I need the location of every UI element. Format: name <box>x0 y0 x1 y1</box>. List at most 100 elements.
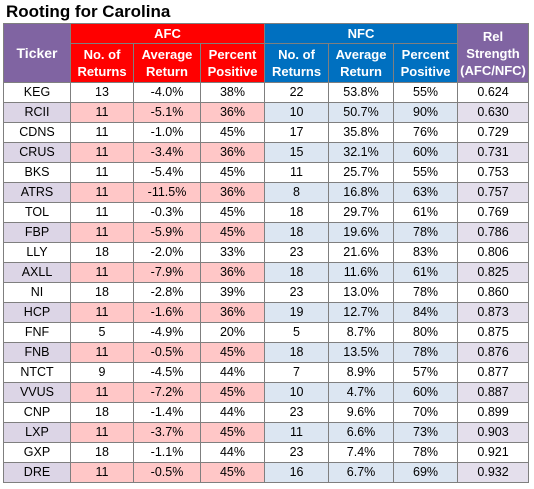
ticker-cell: LLY <box>3 242 71 263</box>
nfc-returns-cell: 11 <box>264 162 330 183</box>
nfc-average-cell: 53.8% <box>328 82 395 103</box>
table-row: VVUS 11 -7.2% 45% 10 4.7% 60% 0.887 <box>3 382 530 403</box>
nfc-returns-cell: 23 <box>264 242 330 263</box>
rel-strength-cell: 0.825 <box>457 262 530 283</box>
ticker-cell: KEG <box>3 82 71 103</box>
table-row: NTCT 9 -4.5% 44% 7 8.9% 57% 0.877 <box>3 362 530 383</box>
nfc-returns-cell: 18 <box>264 202 330 223</box>
nfc-average-cell: 9.6% <box>328 402 395 423</box>
nfc-returns-cell: 5 <box>264 322 330 343</box>
afc-returns-cell: 5 <box>70 322 134 343</box>
nfc-average-cell: 8.7% <box>328 322 395 343</box>
ticker-cell: NI <box>3 282 71 303</box>
afc-average-cell: -4.9% <box>133 322 201 343</box>
nfc-percent-cell: 69% <box>393 462 459 483</box>
nfc-average-cell: 12.7% <box>328 302 395 323</box>
table-row: ATRS 11 -11.5% 36% 8 16.8% 63% 0.757 <box>3 182 530 203</box>
afc-percent-cell: 33% <box>199 242 266 263</box>
nfc-returns-cell: 19 <box>264 302 330 323</box>
afc-returns-cell: 11 <box>70 302 134 323</box>
afc-percent-cell: 45% <box>199 162 266 183</box>
nfc-average-cell: 21.6% <box>328 242 395 263</box>
rel-strength-cell: 0.877 <box>457 362 530 383</box>
afc-average-header: Average Return <box>133 43 201 83</box>
afc-returns-cell: 18 <box>70 242 134 263</box>
afc-average-cell: -4.0% <box>133 82 201 103</box>
nfc-average-cell: 8.9% <box>328 362 395 383</box>
afc-average-cell: -7.9% <box>133 262 201 283</box>
rel-strength-cell: 0.624 <box>457 82 530 103</box>
afc-average-cell: -2.0% <box>133 242 201 263</box>
ticker-cell: FNF <box>3 322 71 343</box>
table-row: DRE 11 -0.5% 45% 16 6.7% 69% 0.932 <box>3 462 530 483</box>
ticker-cell: AXLL <box>3 262 71 283</box>
afc-average-cell: -2.8% <box>133 282 201 303</box>
nfc-average-header: Average Return <box>328 43 395 83</box>
nfc-percent-cell: 80% <box>393 322 459 343</box>
afc-average-cell: -7.2% <box>133 382 201 403</box>
nfc-returns-cell: 10 <box>264 102 330 123</box>
afc-percent-cell: 45% <box>199 122 266 143</box>
afc-returns-cell: 11 <box>70 182 134 203</box>
afc-average-cell: -4.5% <box>133 362 201 383</box>
afc-returns-header: No. of Returns <box>70 43 134 83</box>
afc-percent-cell: 45% <box>199 222 266 243</box>
afc-percent-cell: 36% <box>199 302 266 323</box>
table-row: CNP 18 -1.4% 44% 23 9.6% 70% 0.899 <box>3 402 530 423</box>
afc-returns-cell: 13 <box>70 82 134 103</box>
table-row: LXP 11 -3.7% 45% 11 6.6% 73% 0.903 <box>3 422 530 443</box>
nfc-average-cell: 16.8% <box>328 182 395 203</box>
nfc-percent-cell: 78% <box>393 282 459 303</box>
table-row: AXLL 11 -7.9% 36% 18 11.6% 61% 0.825 <box>3 262 530 283</box>
rel-strength-cell: 0.875 <box>457 322 530 343</box>
rel-strength-cell: 0.876 <box>457 342 530 363</box>
afc-returns-cell: 9 <box>70 362 134 383</box>
ticker-header: Ticker <box>3 23 71 83</box>
afc-percent-cell: 44% <box>199 362 266 383</box>
nfc-header: NFC <box>264 23 459 44</box>
table-row: NI 18 -2.8% 39% 23 13.0% 78% 0.860 <box>3 282 530 303</box>
afc-average-cell: -3.4% <box>133 142 201 163</box>
nfc-percent-cell: 60% <box>393 382 459 403</box>
afc-percent-cell: 45% <box>199 422 266 443</box>
nfc-percent-cell: 55% <box>393 82 459 103</box>
afc-header: AFC <box>69 23 266 44</box>
nfc-average-cell: 25.7% <box>328 162 395 183</box>
table-row: FNB 11 -0.5% 45% 18 13.5% 78% 0.876 <box>3 342 530 363</box>
afc-returns-cell: 11 <box>70 262 134 283</box>
rel-strength-cell: 0.899 <box>457 402 530 423</box>
nfc-returns-cell: 10 <box>264 382 330 403</box>
page-title: Rooting for Carolina <box>6 2 171 21</box>
rel-strength-cell: 0.786 <box>457 222 530 243</box>
afc-percent-cell: 39% <box>199 282 266 303</box>
nfc-percent-cell: 76% <box>393 122 459 143</box>
nfc-returns-header: No. of Returns <box>264 43 330 83</box>
rel-strength-header: Rel Strength (AFC/NFC) <box>457 23 530 83</box>
nfc-returns-cell: 23 <box>264 402 330 423</box>
nfc-returns-cell: 16 <box>264 462 330 483</box>
ticker-cell: ATRS <box>3 182 71 203</box>
afc-percent-cell: 36% <box>199 262 266 283</box>
nfc-percent-header: Percent Positive <box>393 43 459 83</box>
nfc-average-cell: 35.8% <box>328 122 395 143</box>
afc-returns-cell: 11 <box>70 102 134 123</box>
afc-average-cell: -5.4% <box>133 162 201 183</box>
ticker-cell: CDNS <box>3 122 71 143</box>
rel-strength-cell: 0.921 <box>457 442 530 463</box>
nfc-returns-cell: 18 <box>264 262 330 283</box>
table-row: BKS 11 -5.4% 45% 11 25.7% 55% 0.753 <box>3 162 530 183</box>
afc-percent-cell: 45% <box>199 382 266 403</box>
rel-header-line2: Strength <box>466 45 520 61</box>
nfc-percent-cell: 83% <box>393 242 459 263</box>
afc-average-cell: -1.1% <box>133 442 201 463</box>
nfc-returns-cell: 17 <box>264 122 330 143</box>
afc-percent-cell: 44% <box>199 442 266 463</box>
afc-returns-cell: 11 <box>70 202 134 223</box>
rel-strength-cell: 0.873 <box>457 302 530 323</box>
table-row: CRUS 11 -3.4% 36% 15 32.1% 60% 0.731 <box>3 142 530 163</box>
afc-percent-header: Percent Positive <box>199 43 266 83</box>
rel-header-line1: Rel <box>482 28 504 44</box>
nfc-percent-cell: 70% <box>393 402 459 423</box>
ticker-cell: FNB <box>3 342 71 363</box>
afc-returns-cell: 18 <box>70 282 134 303</box>
